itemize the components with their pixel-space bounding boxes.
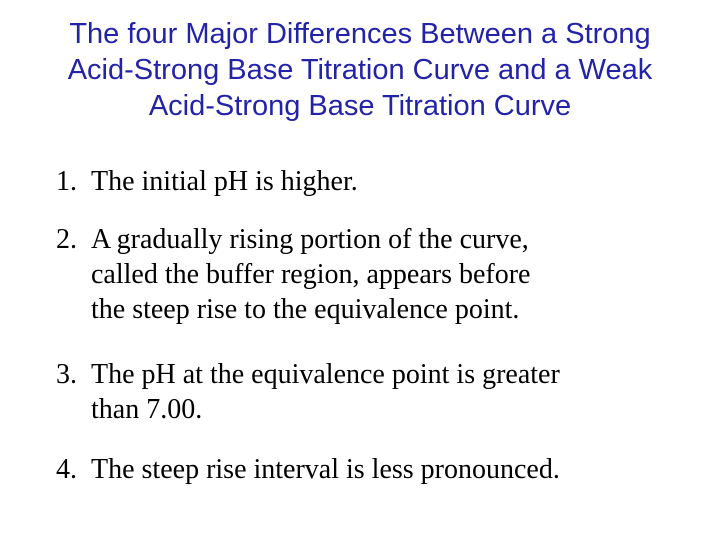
title-line: Acid-Strong Base Titration Curve and a W…	[67, 54, 653, 86]
item-text-line: called the buffer region, appears before	[91, 259, 531, 290]
list-item: 4. The steep rise interval is less prono…	[56, 452, 656, 487]
item-number: 4.	[56, 454, 77, 485]
title-line: Acid-Strong Base Titration Curve	[148, 90, 572, 122]
item-number: 2.	[56, 224, 77, 255]
item-text-line: A gradually rising portion of the curve,	[91, 224, 529, 255]
item-number: 3.	[56, 359, 77, 390]
list-item: 1. The initial pH is higher.	[56, 164, 656, 199]
item-number: 1.	[56, 166, 77, 197]
item-text-line: than 7.00.	[91, 394, 203, 425]
item-text-line: The pH at the equivalence point is great…	[91, 359, 560, 390]
list-item: 3. The pH at the equivalence point is gr…	[56, 357, 656, 427]
item-text-line: The initial pH is higher.	[91, 166, 358, 197]
list-item: 2. A gradually rising portion of the cur…	[56, 222, 656, 327]
item-text-line: the steep rise to the equivalence point.	[91, 294, 520, 325]
slide-title: The four Major Differences Between a Str…	[20, 16, 700, 124]
title-line: The four Major Differences Between a Str…	[69, 18, 651, 50]
item-text-line: The steep rise interval is less pronounc…	[91, 454, 560, 485]
